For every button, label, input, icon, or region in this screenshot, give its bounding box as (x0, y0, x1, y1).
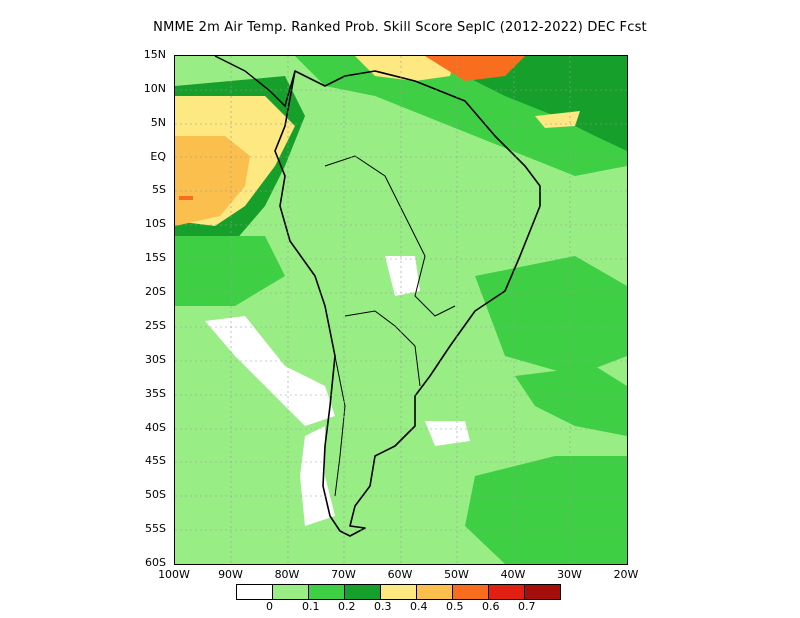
lat-tick-label: 15N (143, 48, 166, 61)
map-canvas (175, 56, 627, 564)
lon-tick-label: 50W (444, 568, 469, 581)
legend-swatch (273, 585, 309, 599)
field-pacific-green (175, 236, 285, 306)
legend-value-label: 0.4 (410, 600, 428, 613)
skill-score-map (174, 55, 628, 565)
field-pacific-orange (175, 136, 250, 226)
field-white-pacific (205, 316, 335, 426)
field-caribbean-yellow (355, 56, 455, 81)
legend-value-label: 0.7 (518, 600, 536, 613)
lat-tick-label: 60S (145, 556, 166, 569)
legend-swatch (417, 585, 453, 599)
field-caribbean-orange (425, 56, 525, 81)
legend-value-label: 0.2 (338, 600, 356, 613)
lat-tick-label: 15S (145, 251, 166, 265)
lon-tick-label: 70W (331, 568, 356, 581)
field-atlantic-green (475, 256, 627, 376)
color-legend (236, 584, 561, 600)
lon-tick-label: 60W (387, 568, 413, 581)
lat-tick-label: EQ (150, 149, 166, 163)
legend-swatch (309, 585, 345, 599)
lat-tick-label: 45S (145, 454, 166, 468)
field-north-dark (435, 56, 627, 151)
map-title: NMME 2m Air Temp. Ranked Prob. Skill Sco… (153, 20, 647, 35)
legend-value-label: 0.3 (374, 600, 392, 613)
lat-tick-label: 30S (145, 352, 166, 366)
field-south-atlantic-green (465, 456, 627, 564)
border-line-1 (324, 155, 456, 317)
legend-swatch (525, 585, 560, 599)
field-white-interior (385, 256, 420, 296)
legend-swatch (453, 585, 489, 599)
lon-tick-label: 90W (218, 568, 243, 581)
legend-value-label: 0.6 (482, 600, 500, 613)
lon-tick-label: 20W (613, 568, 639, 581)
lat-tick-label: 40S (145, 420, 166, 434)
lat-tick-label: 35S (145, 386, 166, 400)
map-gridlines (175, 56, 627, 564)
field-small-red (179, 196, 193, 200)
lon-tick-label: 100W (158, 568, 190, 581)
legend-swatch (489, 585, 525, 599)
lon-tick-label: 40W (500, 568, 526, 581)
legend-swatch (237, 585, 273, 599)
field-white-atlantic (425, 421, 470, 446)
lon-tick-label: 80W (274, 568, 300, 581)
lat-tick-label: 5N (150, 115, 166, 129)
legend-swatch (381, 585, 417, 599)
lat-tick-label: 10N (143, 81, 166, 95)
lat-tick-label: 55S (145, 522, 166, 536)
legend-swatch (345, 585, 381, 599)
legend-value-label: 0 (266, 600, 273, 613)
legend-value-label: 0.1 (302, 600, 320, 613)
border-line-2 (344, 310, 421, 387)
field-atlantic-green-2 (515, 366, 627, 436)
lat-tick-label: 5S (152, 183, 166, 197)
lat-tick-label: 25S (145, 318, 166, 332)
lat-tick-label: 20S (145, 285, 166, 299)
border-line-3 (334, 355, 346, 497)
lon-tick-label: 30W (557, 568, 582, 581)
south-america-outline (274, 70, 541, 537)
legend-value-label: 0.5 (446, 600, 464, 613)
lat-tick-label: 10S (145, 217, 166, 231)
lat-tick-label: 50S (145, 488, 166, 502)
central-america-outline (214, 56, 296, 108)
